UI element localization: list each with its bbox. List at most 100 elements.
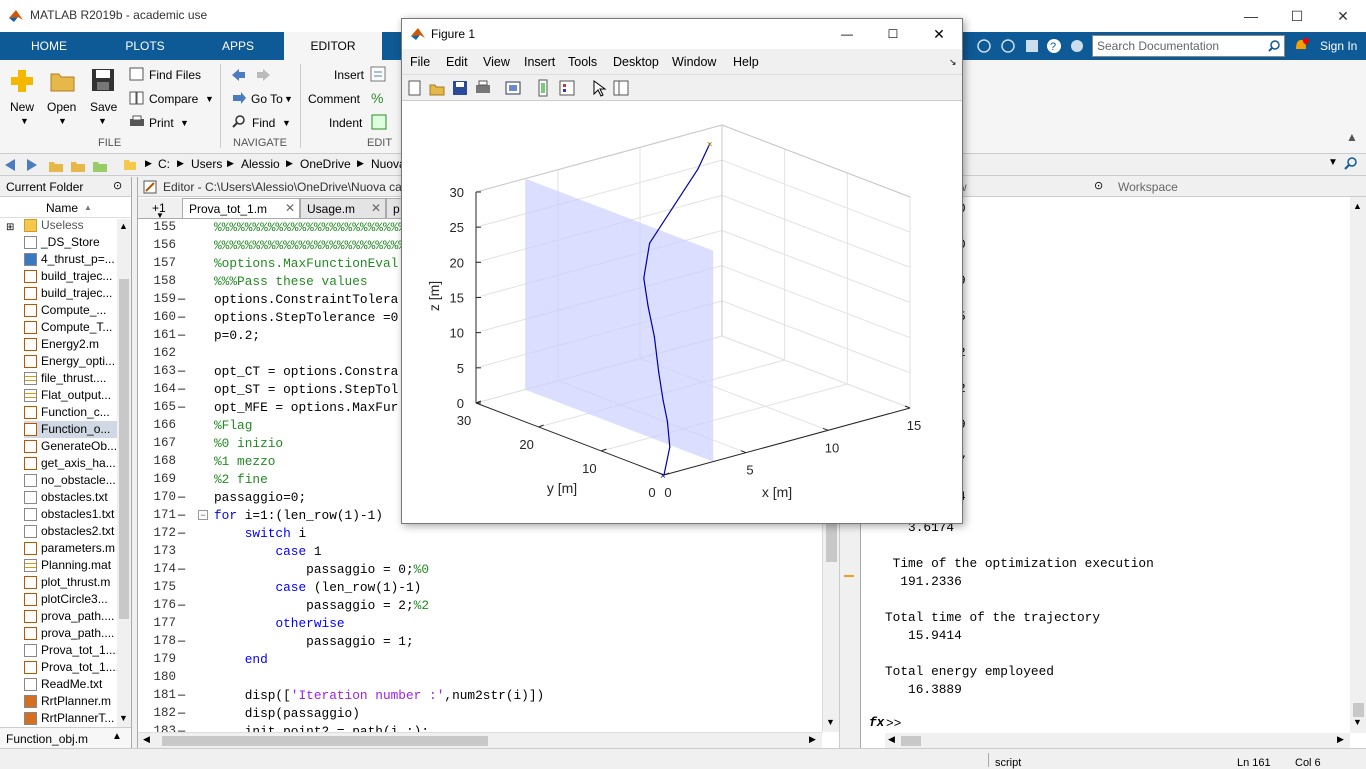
save-dropdown-icon[interactable]: ▼ <box>98 116 107 126</box>
file-item[interactable]: plotCircle3... <box>24 591 120 608</box>
figure-menu-desktop[interactable]: Desktop <box>613 55 659 69</box>
breakpoint-gutter[interactable]: — <box>178 508 186 522</box>
code-line[interactable]: passaggio = 2;%2 <box>214 598 429 613</box>
tab-usage[interactable]: Usage.m ✕ <box>300 198 386 218</box>
close-button[interactable]: ✕ <box>1337 7 1349 24</box>
close-tab-icon[interactable]: ✕ <box>284 201 295 215</box>
code-line[interactable]: %1 mezzo <box>214 454 275 469</box>
comment-button[interactable]: Comment <box>308 92 361 106</box>
file-item[interactable]: plot_thrust.m <box>24 574 120 591</box>
search-documentation-input[interactable]: Search Documentation <box>1092 35 1285 57</box>
code-line[interactable]: case (len_row(1)-1) <box>214 580 421 595</box>
figure-menu-window[interactable]: Window <box>672 55 717 69</box>
code-line[interactable]: for i=1:(len_row(1)-1) <box>214 508 383 523</box>
file-item[interactable]: Planning.mat <box>24 557 120 574</box>
file-item[interactable]: Useless <box>24 217 120 234</box>
code-line[interactable]: %%%%%%%%%%%%%%%%%%%%%%%%%% <box>214 238 414 253</box>
code-line[interactable]: case 1 <box>214 544 321 559</box>
code-line[interactable]: opt_ST = options.StepTol <box>214 382 398 397</box>
path-segment-nuova[interactable]: Nuova <box>371 157 406 171</box>
file-item[interactable]: GenerateOb... <box>24 438 120 455</box>
path-dropdown-icon[interactable]: ▼ <box>1328 157 1338 168</box>
code-line[interactable]: %2 fine <box>214 472 268 487</box>
editor-horizontal-scrollbar[interactable]: ◀ ▶ <box>138 732 822 748</box>
breakpoint-gutter[interactable]: — <box>178 598 186 612</box>
command-prompt[interactable]: >> <box>886 716 902 731</box>
file-item[interactable]: 4_thrust_p=... <box>24 251 120 268</box>
workspace-panel-title[interactable]: Workspace <box>1118 180 1178 194</box>
details-bar[interactable]: Function_obj.m ▲ <box>0 727 131 748</box>
figure-menu-tools[interactable]: Tools <box>568 55 598 69</box>
file-item[interactable]: build_trajec... <box>24 285 120 302</box>
breakpoint-gutter[interactable]: — <box>178 724 186 732</box>
details-expand-icon[interactable]: ▲ <box>112 731 122 742</box>
name-column-header[interactable]: Name ▲ <box>0 198 131 218</box>
folder-nav-icons[interactable] <box>3 157 113 173</box>
print-button[interactable]: Print <box>149 116 174 130</box>
file-item[interactable]: Flat_output... <box>24 387 120 404</box>
path-segment-alessio[interactable]: Alessio <box>241 157 280 171</box>
open-button[interactable]: Open <box>47 100 77 114</box>
path-segment-onedrive[interactable]: OneDrive <box>300 157 351 171</box>
file-item[interactable]: RrtPlannerT... <box>24 710 120 727</box>
sign-in-link[interactable]: Sign In <box>1320 39 1358 53</box>
breakpoint-gutter[interactable]: — <box>178 382 186 396</box>
breakpoint-gutter[interactable]: — <box>178 400 186 414</box>
command-scrollbar[interactable]: ▲ ▼ <box>1350 197 1366 733</box>
breakpoint-gutter[interactable]: — <box>178 490 186 504</box>
code-line[interactable]: options.ConstraintTolera <box>214 292 398 307</box>
figure-canvas[interactable]: 0 5 10 15 0 10 20 30 0 5 10 15 20 25 30 x [m] y [m] z [m]… <box>402 101 962 523</box>
breakpoint-gutter[interactable]: — <box>178 526 186 540</box>
figure-menu-edit[interactable]: Edit <box>446 55 468 69</box>
print-dropdown-icon[interactable]: ▼ <box>180 118 189 128</box>
code-line[interactable]: passaggio=0; <box>214 490 306 505</box>
code-area[interactable]: 155%%%%%%%%%%%%%%%%%%%%%%%%%% 156%%%%%%%%… <box>138 220 822 732</box>
breakpoint-gutter[interactable]: — <box>178 688 186 702</box>
find-dropdown-icon[interactable]: ▼ <box>282 118 291 128</box>
file-item[interactable]: Compute_T... <box>24 319 120 336</box>
tab-editor[interactable]: EDITOR <box>284 32 382 60</box>
breakpoint-gutter[interactable]: — <box>178 634 186 648</box>
notification-bell-icon[interactable] <box>1292 36 1310 54</box>
breakpoint-gutter[interactable]: — <box>178 706 186 720</box>
code-line[interactable]: options.StepTolerance =0 <box>214 310 398 325</box>
tab-overflow[interactable]: +1 <box>152 201 166 215</box>
warning-marker[interactable] <box>844 575 854 577</box>
close-tab-icon[interactable]: ✕ <box>370 201 381 215</box>
file-item[interactable]: obstacles1.txt <box>24 506 120 523</box>
code-line[interactable]: passaggio = 0;%0 <box>214 562 429 577</box>
breakpoint-gutter[interactable]: — <box>178 364 186 378</box>
file-item[interactable]: file_thrust.... <box>24 370 120 387</box>
figure-menu-help[interactable]: Help <box>733 55 759 69</box>
file-item[interactable]: _DS_Store <box>24 234 120 251</box>
panel-actions-icon[interactable]: ⊙ <box>113 180 123 192</box>
file-item[interactable]: obstacles.txt <box>24 489 120 506</box>
code-line[interactable]: disp(passaggio) <box>214 706 360 721</box>
path-segment-c[interactable]: C: <box>158 157 170 171</box>
find-files-button[interactable]: Find Files <box>149 68 202 82</box>
minimize-button[interactable]: — <box>1244 8 1258 24</box>
collapse-ribbon-icon[interactable]: ▲ <box>1346 130 1358 144</box>
go-to-button[interactable]: Go To <box>251 92 283 106</box>
file-item[interactable]: Prova_tot_1.... <box>24 642 120 659</box>
breakpoint-gutter[interactable]: — <box>178 310 186 324</box>
file-item[interactable]: prova_path.... <box>24 608 120 625</box>
quick-access-icons[interactable]: ? <box>972 38 1088 54</box>
command-horizontal-scrollbar[interactable]: ◀ ▶ <box>885 733 1350 748</box>
tab-list-dropdown-icon[interactable]: ▼ <box>156 211 164 220</box>
code-line[interactable]: otherwise <box>214 616 344 631</box>
tab-prova-tot-1[interactable]: Prova_tot_1.m ✕ <box>182 198 300 218</box>
panel-actions-icon[interactable]: ⊙ <box>1094 180 1104 192</box>
back-forward-icon[interactable] <box>231 68 271 82</box>
browse-search-icon[interactable] <box>1344 157 1358 171</box>
code-line[interactable]: %options.MaxFunctionEval <box>214 256 398 271</box>
code-line[interactable]: %%%%%%%%%%%%%%%%%%%%%%%%%% <box>214 220 414 235</box>
expand-folder-icon[interactable]: ⊞ <box>6 222 15 233</box>
go-to-dropdown-icon[interactable]: ▼ <box>284 94 293 104</box>
open-dropdown-icon[interactable]: ▼ <box>58 116 67 126</box>
path-segment-users[interactable]: Users <box>191 157 223 171</box>
file-item[interactable]: Energy2.m <box>24 336 120 353</box>
figure-menu-view[interactable]: View <box>483 55 510 69</box>
file-item[interactable]: ReadMe.txt <box>24 676 120 693</box>
code-line[interactable]: p=0.2; <box>214 328 260 343</box>
